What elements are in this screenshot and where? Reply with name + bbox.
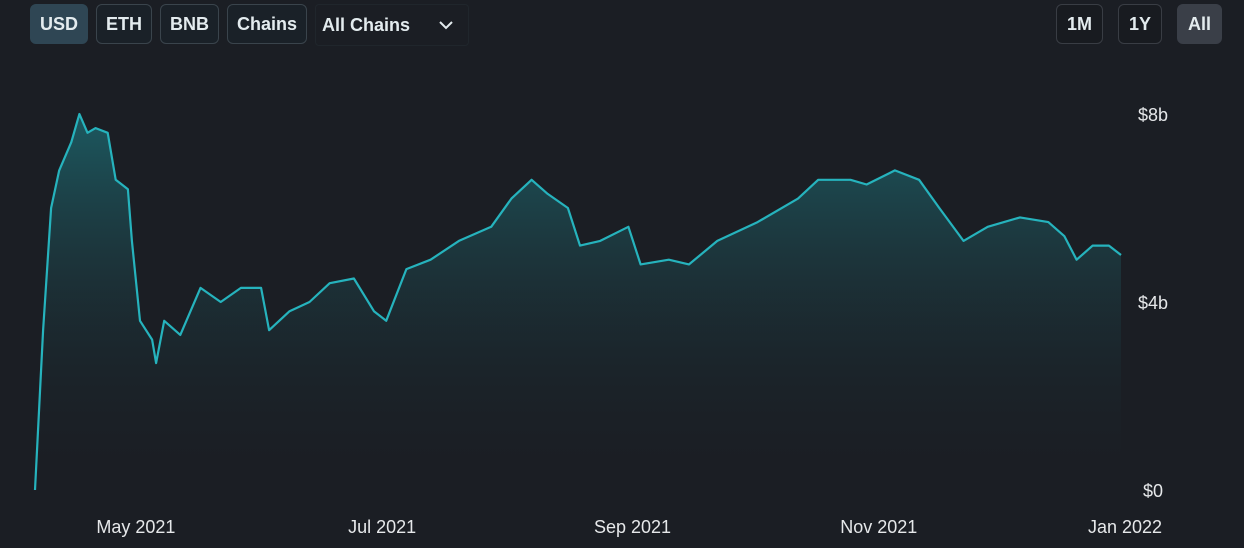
range-1y-button[interactable]: 1Y	[1117, 4, 1162, 44]
chains-button[interactable]: Chains	[227, 4, 308, 44]
y-tick-label: $0	[1143, 481, 1163, 501]
chain-select-value: All Chains	[322, 14, 411, 35]
usd-button[interactable]: USD	[30, 4, 89, 44]
x-tick-label: Sep 2021	[594, 517, 671, 537]
x-tick-label: Jul 2021	[348, 517, 416, 537]
denomination-toolbar: USD ETH BNB Chains All Chains	[30, 4, 470, 46]
y-tick-label: $4b	[1138, 293, 1168, 313]
range-all-button[interactable]: All	[1176, 4, 1222, 44]
time-range-toolbar: 1M 1Y All	[1055, 4, 1222, 44]
x-tick-label: Jan 2022	[1088, 517, 1162, 537]
x-tick-label: Nov 2021	[840, 517, 917, 537]
bnb-button[interactable]: BNB	[160, 4, 220, 44]
x-tick-label: May 2021	[96, 517, 175, 537]
tvl-line	[33, 112, 1122, 491]
chain-select[interactable]: All Chains	[315, 4, 470, 46]
eth-button[interactable]: ETH	[96, 4, 153, 44]
area-fill	[35, 114, 1121, 490]
range-1m-button[interactable]: 1M	[1055, 4, 1103, 44]
y-tick-label: $8b	[1138, 105, 1168, 125]
chevron-down-icon	[439, 21, 453, 30]
